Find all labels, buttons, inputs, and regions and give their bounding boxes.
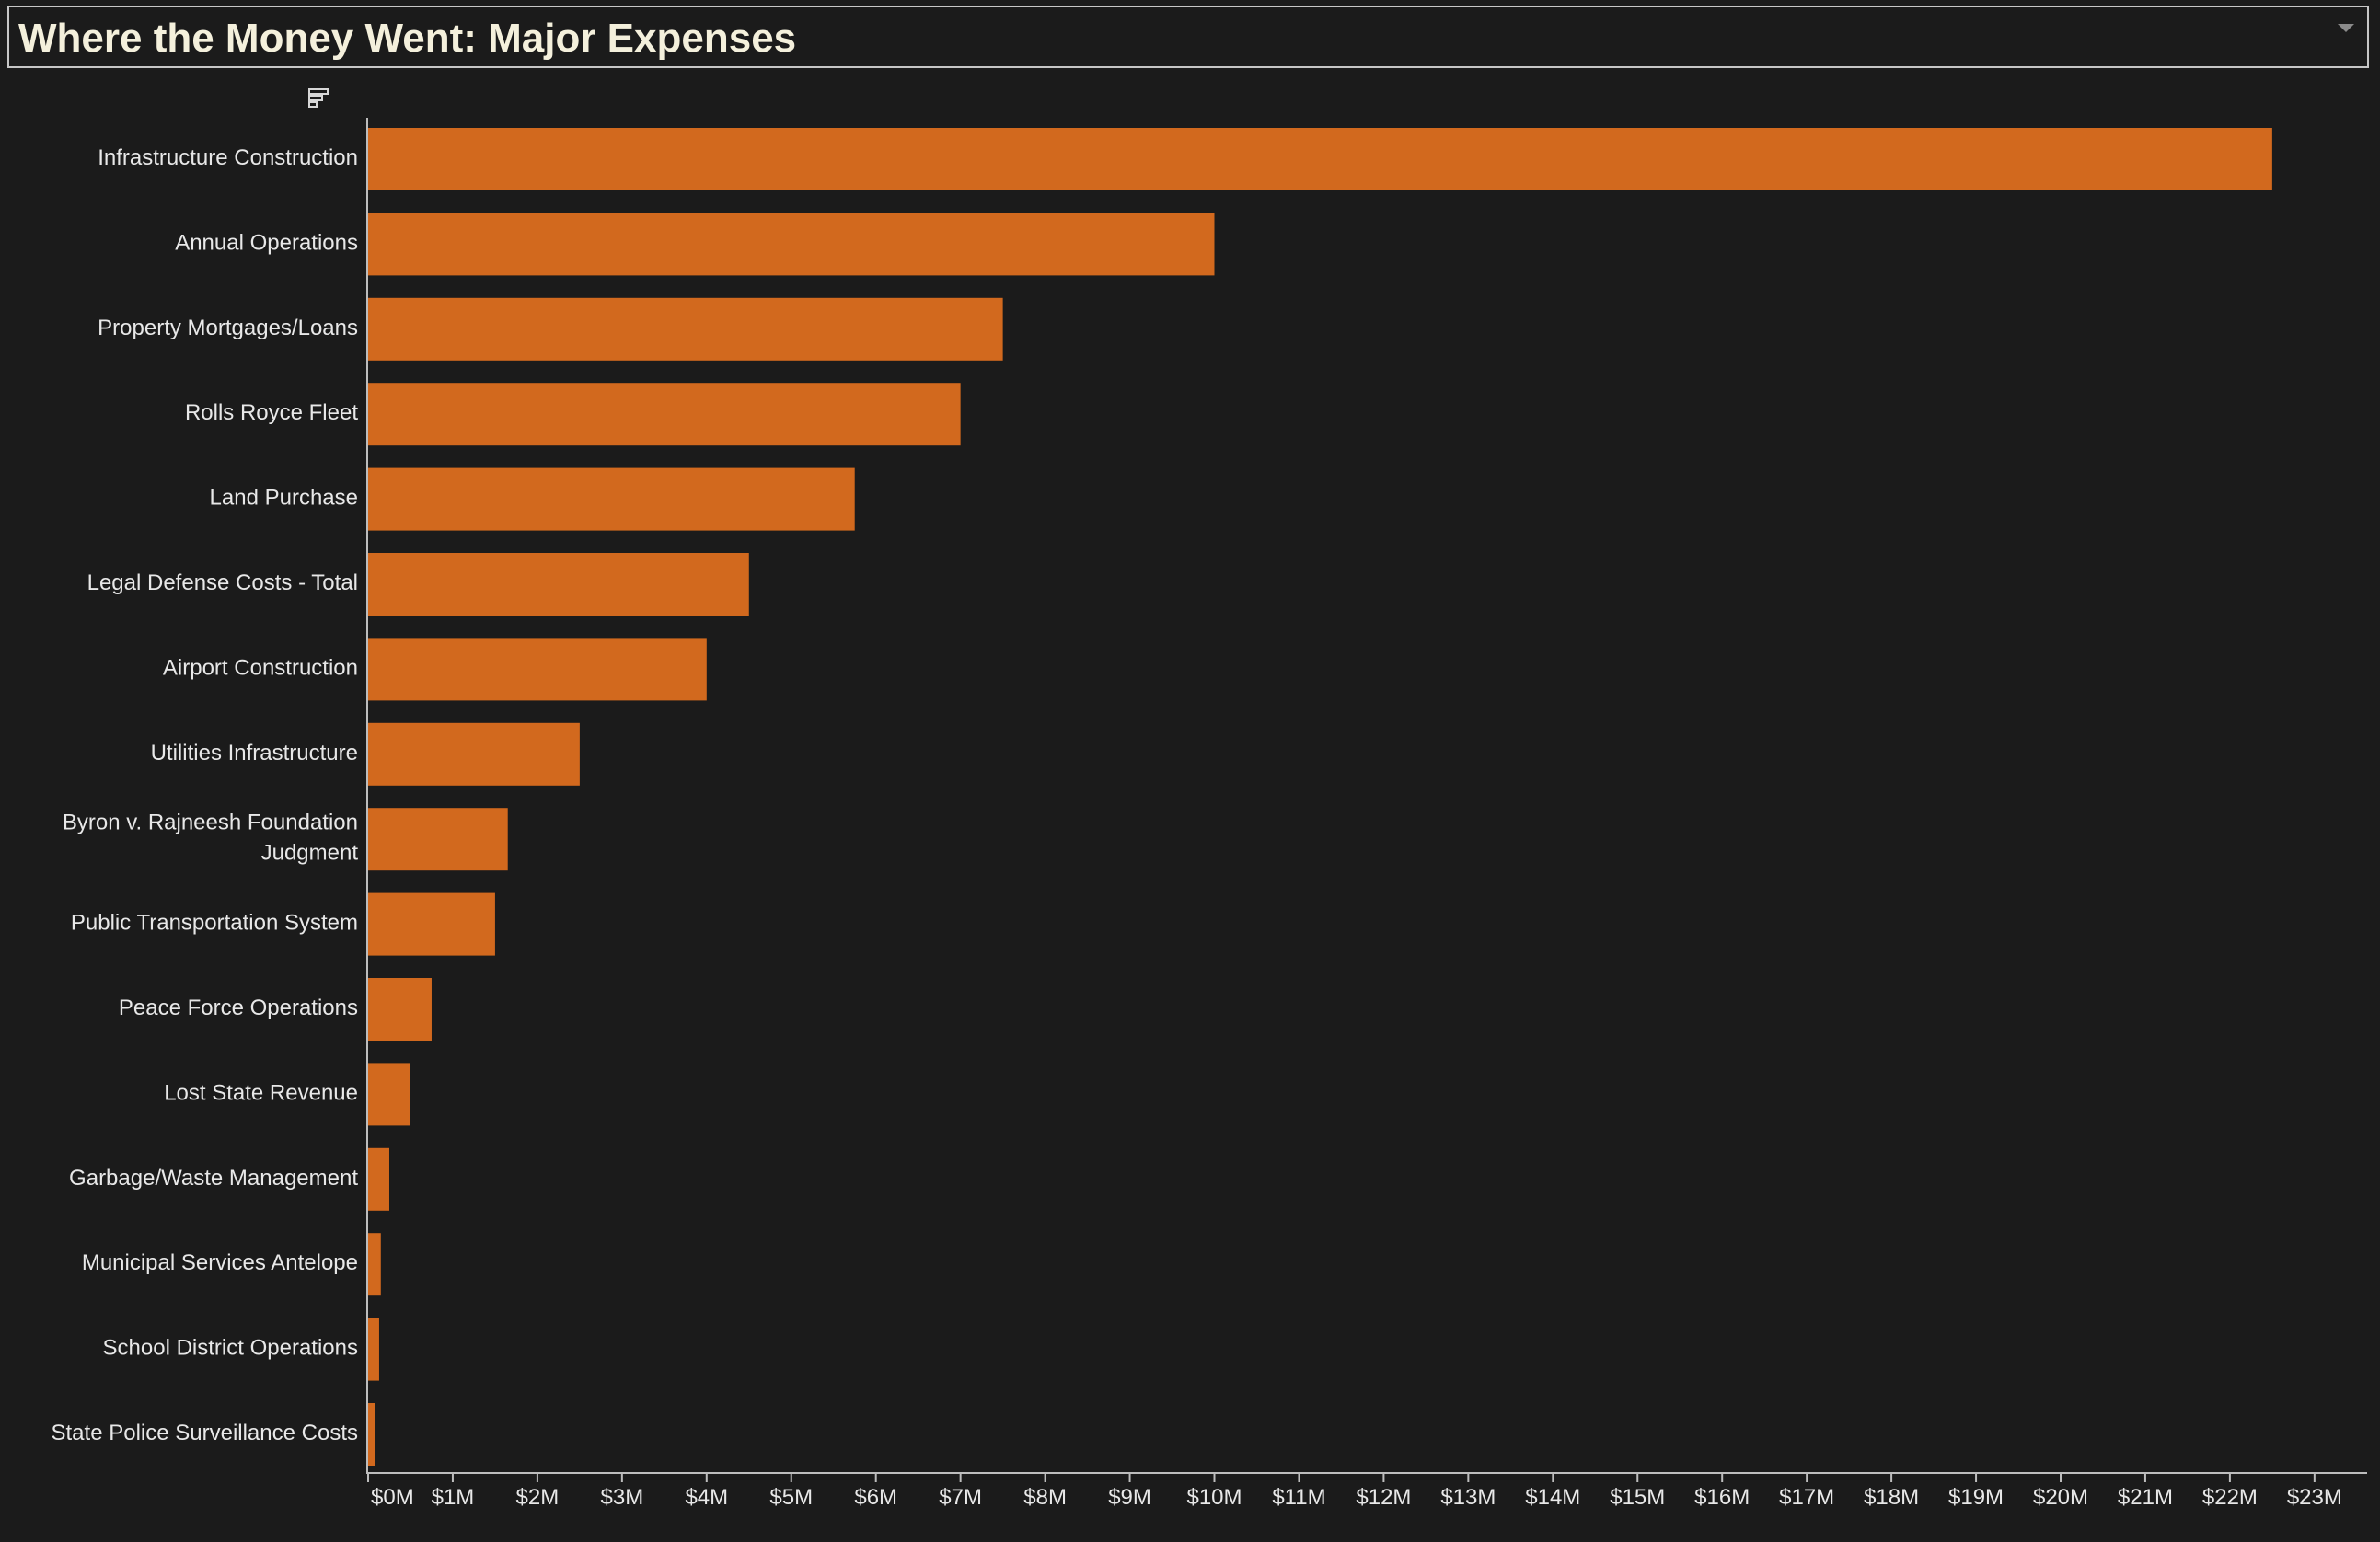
- x-tick-label: $22M: [2202, 1485, 2258, 1510]
- bar[interactable]: [368, 1318, 379, 1381]
- x-tick-label: $0M: [371, 1485, 414, 1510]
- bar[interactable]: [368, 128, 2272, 190]
- bar[interactable]: [368, 213, 1215, 276]
- bar[interactable]: [368, 553, 749, 616]
- category-label: Annual Operations: [175, 231, 358, 256]
- x-tick-label: $11M: [1272, 1485, 1325, 1510]
- category-label: State Police Surveillance Costs: [52, 1421, 359, 1445]
- chevron-down-icon[interactable]: [2338, 24, 2354, 32]
- bar[interactable]: [368, 467, 855, 531]
- category-label: Infrastructure Construction: [98, 145, 358, 170]
- x-tick-label: $14M: [1525, 1485, 1580, 1510]
- bar[interactable]: [368, 722, 580, 786]
- x-tick-label: $9M: [1108, 1485, 1151, 1510]
- category-label: Airport Construction: [163, 656, 358, 681]
- x-tick-label: $6M: [854, 1485, 897, 1510]
- x-tick-label: $13M: [1440, 1485, 1496, 1510]
- category-label: Peace Force Operations: [119, 995, 358, 1020]
- x-tick-label: $15M: [1610, 1485, 1665, 1510]
- x-tick-label: $1M: [432, 1485, 475, 1510]
- x-tick-label: $17M: [1779, 1485, 1834, 1510]
- bar[interactable]: [368, 638, 707, 701]
- category-label: Byron v. Rajneesh Foundation Judgment: [63, 811, 358, 866]
- x-tick-label: $23M: [2287, 1485, 2342, 1510]
- x-tick-label: $18M: [1864, 1485, 1919, 1510]
- category-label: Municipal Services Antelope: [82, 1251, 358, 1276]
- x-tick-label: $2M: [516, 1485, 560, 1510]
- bar[interactable]: [368, 1063, 410, 1126]
- category-label: Garbage/Waste Management: [69, 1166, 358, 1191]
- x-tick-label: $19M: [1948, 1485, 2004, 1510]
- category-label: Lost State Revenue: [164, 1081, 358, 1106]
- category-label: Land Purchase: [210, 486, 358, 511]
- x-tick-label: $8M: [1023, 1485, 1067, 1510]
- x-tick-label: $21M: [2118, 1485, 2173, 1510]
- sort-icon[interactable]: [307, 86, 331, 110]
- bar[interactable]: [368, 383, 961, 446]
- category-label: Rolls Royce Fleet: [185, 401, 358, 426]
- category-label: Public Transportation System: [71, 911, 358, 936]
- x-tick-label: $5M: [769, 1485, 813, 1510]
- x-tick-label: $4M: [685, 1485, 728, 1510]
- bar[interactable]: [368, 892, 495, 956]
- x-tick-label: $20M: [2033, 1485, 2088, 1510]
- category-label: Legal Defense Costs - Total: [87, 570, 358, 595]
- bar[interactable]: [368, 1233, 381, 1296]
- title-bar: Where the Money Went: Major Expenses: [7, 6, 2369, 68]
- bar[interactable]: [368, 808, 508, 871]
- category-label: Property Mortgages/Loans: [98, 316, 358, 340]
- x-tick-label: $16M: [1694, 1485, 1750, 1510]
- x-tick-label: $7M: [939, 1485, 982, 1510]
- category-label: Utilities Infrastructure: [151, 741, 358, 765]
- bar[interactable]: [368, 978, 432, 1041]
- x-tick-label: $3M: [601, 1485, 644, 1510]
- x-tick-label: $12M: [1356, 1485, 1411, 1510]
- page-title: Where the Money Went: Major Expenses: [18, 16, 797, 61]
- bar[interactable]: [368, 297, 1003, 361]
- category-label: School District Operations: [103, 1336, 358, 1361]
- bar[interactable]: [368, 1147, 389, 1211]
- x-tick-label: $10M: [1186, 1485, 1242, 1510]
- bar[interactable]: [368, 1403, 375, 1466]
